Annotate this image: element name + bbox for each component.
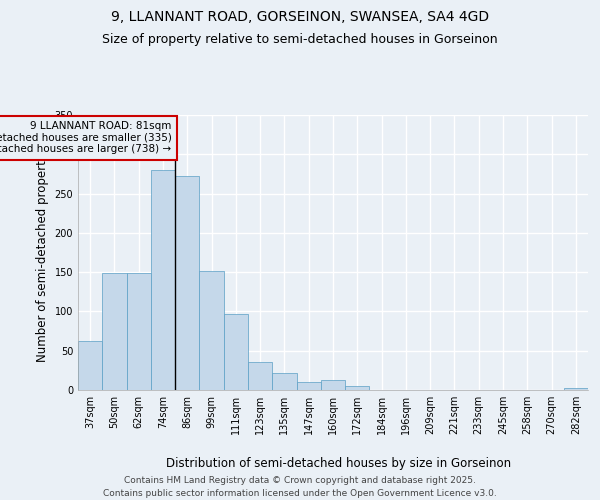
- Bar: [151, 170, 175, 390]
- Bar: [564, 388, 588, 390]
- Bar: [296, 382, 321, 390]
- Bar: [127, 273, 151, 390]
- Bar: [224, 314, 248, 390]
- Text: Distribution of semi-detached houses by size in Gorseinon: Distribution of semi-detached houses by …: [166, 458, 512, 470]
- Y-axis label: Number of semi-detached properties: Number of semi-detached properties: [36, 143, 49, 362]
- Text: 9 LLANNANT ROAD: 81sqm
← 31% of semi-detached houses are smaller (335)
68% of se: 9 LLANNANT ROAD: 81sqm ← 31% of semi-det…: [0, 122, 172, 154]
- Bar: [272, 372, 296, 390]
- Bar: [175, 176, 199, 390]
- Text: Contains HM Land Registry data © Crown copyright and database right 2025.
Contai: Contains HM Land Registry data © Crown c…: [103, 476, 497, 498]
- Bar: [248, 362, 272, 390]
- Bar: [321, 380, 345, 390]
- Bar: [199, 270, 224, 390]
- Text: 9, LLANNANT ROAD, GORSEINON, SWANSEA, SA4 4GD: 9, LLANNANT ROAD, GORSEINON, SWANSEA, SA…: [111, 10, 489, 24]
- Bar: [102, 273, 127, 390]
- Bar: [345, 386, 370, 390]
- Text: Size of property relative to semi-detached houses in Gorseinon: Size of property relative to semi-detach…: [102, 32, 498, 46]
- Bar: [78, 340, 102, 390]
